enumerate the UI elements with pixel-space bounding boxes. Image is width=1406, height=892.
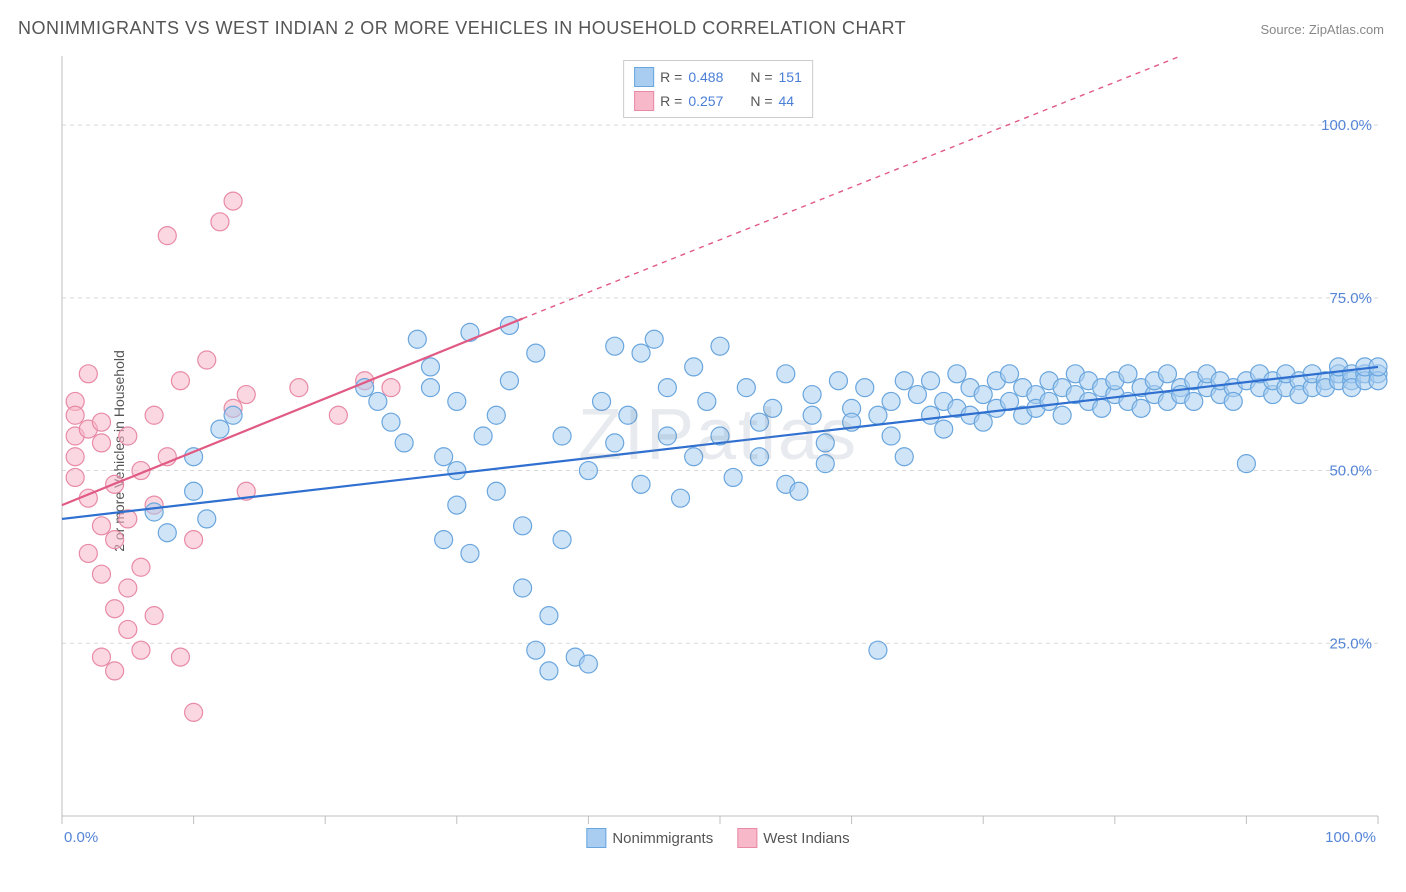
swatch-west-indians	[634, 91, 654, 111]
n-label: N =	[750, 69, 772, 85]
legend-row-west-indians: R = 0.257 N = 44	[634, 89, 802, 113]
scatter-plot-svg: 25.0% 50.0% 75.0% 100.0% 0.0% 100.0%	[48, 56, 1388, 846]
y-tick-label: 100.0%	[1321, 117, 1372, 134]
chart-title: NONIMMIGRANTS VS WEST INDIAN 2 OR MORE V…	[18, 18, 906, 39]
n-label: N =	[750, 93, 772, 109]
r-label: R =	[660, 93, 682, 109]
legend-label-west-indians: West Indians	[763, 830, 849, 847]
swatch-nonimmigrants	[634, 67, 654, 87]
legend-row-nonimmigrants: R = 0.488 N = 151	[634, 65, 802, 89]
legend-series: Nonimmigrants West Indians	[586, 828, 849, 848]
swatch-west-indians-bottom	[737, 828, 757, 848]
y-tick-label: 25.0%	[1329, 635, 1372, 652]
swatch-nonimmigrants-bottom	[586, 828, 606, 848]
r-value-west-indians: 0.257	[688, 93, 736, 109]
x-tick-label: 0.0%	[64, 829, 98, 846]
r-label: R =	[660, 69, 682, 85]
y-tick-label: 50.0%	[1329, 463, 1372, 480]
legend-item-nonimmigrants: Nonimmigrants	[586, 828, 713, 848]
y-tick-label: 75.0%	[1329, 290, 1372, 307]
n-value-west-indians: 44	[779, 93, 795, 109]
n-value-nonimmigrants: 151	[779, 69, 802, 85]
x-tick-label: 100.0%	[1325, 829, 1376, 846]
legend-correlation-box: R = 0.488 N = 151 R = 0.257 N = 44	[623, 60, 813, 118]
source-attribution: Source: ZipAtlas.com	[1260, 22, 1384, 37]
legend-label-nonimmigrants: Nonimmigrants	[612, 830, 713, 847]
chart-container: 2 or more Vehicles in Household ZIPatlas…	[48, 56, 1388, 846]
r-value-nonimmigrants: 0.488	[688, 69, 736, 85]
legend-item-west-indians: West Indians	[737, 828, 849, 848]
